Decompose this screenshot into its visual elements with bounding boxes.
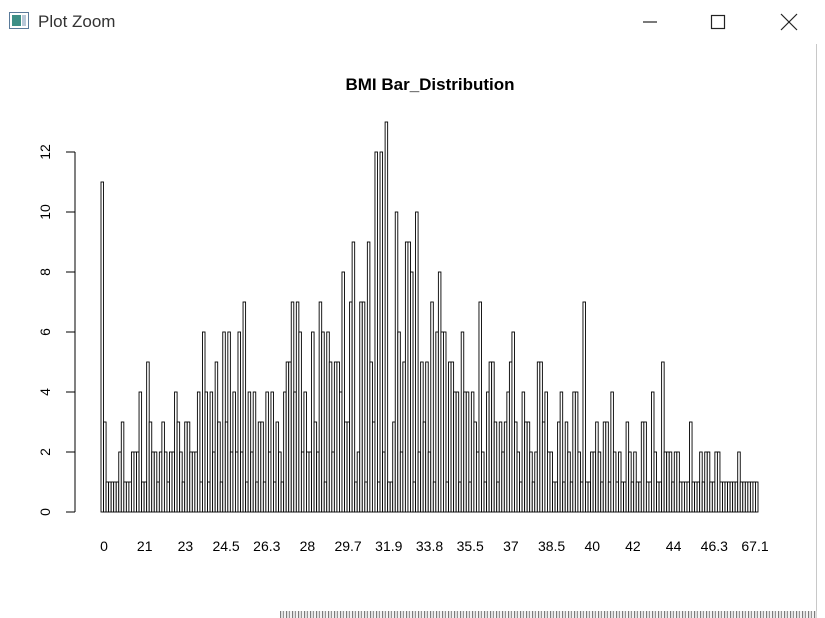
x-tick-label: 46.3 xyxy=(701,538,728,554)
y-tick-label: 12 xyxy=(37,144,53,160)
window-title: Plot Zoom xyxy=(38,12,116,31)
y-tick-label: 4 xyxy=(37,388,53,396)
bar xyxy=(270,391,274,513)
desktop-gutter xyxy=(817,0,825,618)
bar xyxy=(351,241,356,513)
bar xyxy=(204,391,208,513)
x-tick-label: 28 xyxy=(300,538,316,554)
bar xyxy=(443,331,447,513)
bar xyxy=(341,271,345,513)
bar xyxy=(138,391,143,513)
bar xyxy=(425,361,429,513)
bars xyxy=(100,121,759,513)
close-icon xyxy=(780,13,798,31)
bar xyxy=(430,301,434,513)
plot-app-icon xyxy=(9,12,29,29)
bar xyxy=(321,331,325,513)
bar xyxy=(605,421,609,513)
x-tick-label: 44 xyxy=(666,538,682,554)
minimize-button[interactable] xyxy=(627,0,673,44)
x-axis-labels: 0 21 23 24.5 26.3 28 29.7 31.9 33.8 35.5 37 38.5 40 4… xyxy=(100,538,769,554)
y-tick-label: 0 xyxy=(37,508,53,516)
x-tick-label: 35.5 xyxy=(457,538,484,554)
bar xyxy=(260,421,264,513)
bar xyxy=(120,421,125,513)
y-tick-label: 10 xyxy=(37,204,53,220)
bar xyxy=(582,301,586,513)
bar xyxy=(252,391,257,513)
x-tick-label: 37 xyxy=(503,538,519,554)
bar xyxy=(237,331,241,513)
chart-title: BMI Bar_Distribution xyxy=(345,75,514,94)
title-bar[interactable]: Plot Zoom xyxy=(0,0,817,44)
bar xyxy=(379,151,384,513)
y-axis: 0 2 4 6 8 10 12 xyxy=(37,144,76,516)
x-tick-label: 42 xyxy=(625,538,641,554)
x-tick-label: 24.5 xyxy=(212,538,239,554)
bar xyxy=(465,391,470,513)
bar-chart: BMI Bar_Distribution 0 2 4 6 8 10 12 0 21 23 24.5… xyxy=(37,75,769,554)
bar xyxy=(217,421,221,513)
bar xyxy=(242,301,247,513)
x-tick-label: 33.8 xyxy=(416,538,443,554)
x-tick-label: 23 xyxy=(178,538,194,554)
bar xyxy=(455,391,460,513)
bar xyxy=(103,421,107,513)
maximize-icon xyxy=(710,14,726,30)
bar xyxy=(328,361,333,513)
x-tick-label: 31.9 xyxy=(375,538,402,554)
bar xyxy=(643,421,647,513)
x-tick-label: 38.5 xyxy=(538,538,565,554)
x-tick-label: 0 xyxy=(100,538,108,554)
bar xyxy=(559,391,564,513)
y-tick-label: 8 xyxy=(37,268,53,276)
bar xyxy=(196,391,201,513)
minimize-icon xyxy=(643,21,657,23)
bar xyxy=(100,181,104,513)
bar xyxy=(374,151,378,513)
bar xyxy=(397,331,401,513)
x-tick-label: 21 xyxy=(137,538,153,554)
bar xyxy=(361,301,366,513)
bar xyxy=(298,331,302,513)
bar xyxy=(689,421,693,513)
background-window-edge xyxy=(280,611,817,618)
bar xyxy=(384,121,389,513)
close-button[interactable] xyxy=(766,0,812,44)
bar xyxy=(755,481,759,513)
x-tick-label: 26.3 xyxy=(253,538,280,554)
bar xyxy=(410,271,414,513)
x-tick-label: 40 xyxy=(585,538,601,554)
bar xyxy=(493,421,498,513)
x-tick-label: 67.1 xyxy=(741,538,768,554)
bar xyxy=(478,301,482,513)
y-tick-label: 2 xyxy=(37,448,53,456)
bar xyxy=(661,361,665,513)
y-tick-label: 6 xyxy=(37,328,53,336)
bar xyxy=(415,211,419,513)
x-tick-label: 29.7 xyxy=(334,538,361,554)
bar xyxy=(227,331,231,513)
maximize-button[interactable] xyxy=(695,0,741,44)
